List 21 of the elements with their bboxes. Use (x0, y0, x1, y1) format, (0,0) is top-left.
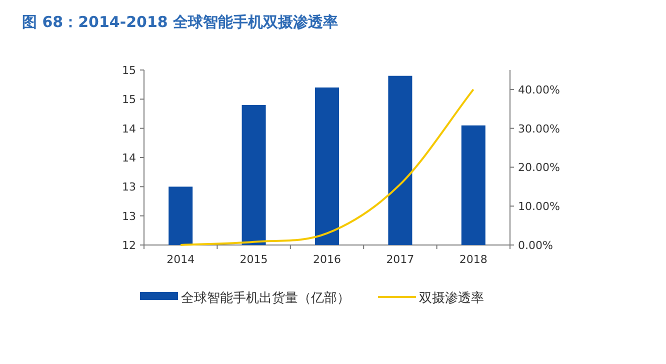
x-tick-label: 2017 (386, 253, 414, 266)
y-tick-label: 15 (122, 93, 136, 106)
y-tick-label: 12 (122, 239, 136, 252)
y-tick-label: 13 (122, 210, 136, 223)
y-tick-label: 13 (122, 180, 136, 194)
y2-tick-label: 30.00% (518, 122, 560, 136)
y-tick-label: 15 (122, 64, 136, 77)
chart-title: 图 68：2014-2018 全球智能手机双摄渗透率 (22, 13, 338, 31)
legend-label: 双摄渗透率 (419, 290, 484, 306)
y-tick-label: 14 (122, 122, 136, 136)
x-tick-label: 2018 (459, 253, 488, 266)
line-series (180, 88, 474, 246)
x-tick-label: 2014 (166, 253, 195, 266)
y-tick-label: 14 (122, 152, 136, 164)
y2-tick-label: 10.00% (518, 200, 560, 214)
y2-tick-label: 40.00% (518, 83, 560, 96)
x-tick-label: 2015 (240, 253, 268, 266)
y2-tick-label: 20.00% (518, 161, 560, 174)
legend-label: 全球智能手机出货量（亿部） (181, 291, 350, 306)
x-tick-label: 2016 (313, 253, 341, 266)
y2-tick-label: 0.00% (518, 239, 553, 252)
